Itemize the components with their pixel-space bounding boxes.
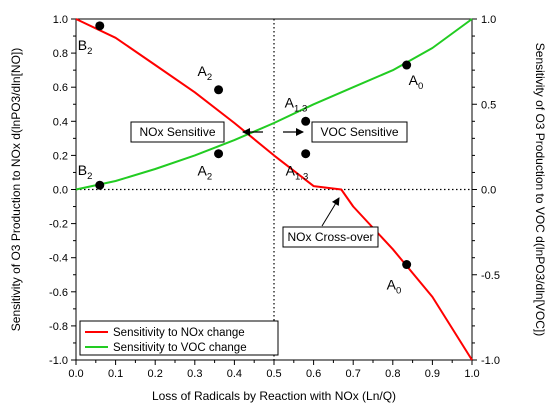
y-tick-label: -0.2 (49, 219, 68, 231)
nox-sensitive-box (130, 121, 225, 143)
data-point-marker (95, 21, 105, 31)
data-point-marker (214, 85, 224, 95)
x-tick-label: 0.6 (306, 368, 321, 380)
x-tick-label: 0.3 (187, 368, 202, 380)
y-tick-label: 0.4 (53, 116, 68, 128)
x-tick-label: 0.1 (108, 368, 123, 380)
annotations: NOx Sensitive VOC Sensitive NOx Cross-over (130, 121, 408, 248)
y-tick-label: 0.0 (53, 185, 68, 197)
crossover-arrow-icon (321, 197, 340, 227)
y-tick-label: -0.8 (49, 321, 68, 333)
point-label: A0 (409, 72, 424, 92)
legend: Sensitivity to NOx change Sensitivity to … (79, 320, 279, 356)
point-label: A2 (198, 63, 213, 83)
data-point-marker (301, 116, 311, 126)
y-axis-title: Sensitivity of O3 Production to NOx d(ln… (9, 48, 23, 331)
x-tick-label: 0.7 (346, 368, 361, 380)
y-tick-label: -0.4 (49, 253, 68, 265)
axis-titles: Loss of Radicals by Reaction with NOx (L… (9, 43, 547, 403)
point-label: A2 (198, 163, 213, 183)
crossover-box (282, 226, 379, 248)
point-label: A1.3 (286, 163, 309, 183)
reference-lines (76, 19, 472, 360)
y2-tick-label: 0.5 (481, 99, 496, 111)
legend-box (79, 320, 279, 356)
y-tick-label: 1.0 (53, 14, 68, 26)
x-tick-label: 0.9 (425, 368, 440, 380)
point-label: A1.3 (285, 94, 308, 114)
nox-sensitive-label: NOx Sensitive (139, 125, 215, 139)
y-tick-label: 0.6 (53, 82, 68, 94)
x-tick-label: 0.5 (266, 368, 281, 380)
data-markers: B2 B2 A2 A2 A1.3 A1.3 A0 A0 (78, 21, 424, 297)
y2-tick-label: -1.0 (481, 355, 500, 367)
point-label: B2 (78, 162, 93, 182)
y-tick-label: 0.8 (53, 48, 68, 60)
x-tick-label: 1.0 (464, 368, 479, 380)
legend-label-nox: Sensitivity to NOx change (113, 327, 245, 339)
y-tick-label: 0.2 (53, 150, 68, 162)
data-point-marker (402, 260, 412, 270)
x-tick-label: 0.4 (227, 368, 242, 380)
x-tick-label: 0.8 (385, 368, 400, 380)
voc-sensitive-box (311, 121, 408, 143)
x-tick-label: 0.0 (68, 368, 83, 380)
data-point-marker (214, 149, 224, 159)
data-point-marker (95, 180, 105, 190)
x-tick-label: 0.2 (148, 368, 163, 380)
nox-sensitivity-line (75, 18, 473, 361)
crossover-label: NOx Cross-over (287, 230, 373, 244)
voc-sensitive-label: VOC Sensitive (320, 125, 398, 139)
point-label: A0 (387, 277, 402, 297)
y2-tick-label: 0.0 (481, 185, 496, 197)
data-point-marker (301, 149, 311, 159)
y-tick-label: -1.0 (49, 355, 68, 367)
data-point-marker (402, 60, 412, 70)
y2-axis-title: Sensitivity of O3 Production to VOC d(ln… (533, 43, 547, 336)
y-tick-label: -0.6 (49, 287, 68, 299)
y2-tick-label: 1.0 (481, 14, 496, 26)
point-label: B2 (78, 37, 93, 57)
legend-label-voc: Sensitivity to VOC change (113, 342, 247, 354)
x-axis-title: Loss of Radicals by Reaction with NOx (L… (152, 389, 396, 403)
y2-tick-label: -0.5 (481, 270, 500, 282)
